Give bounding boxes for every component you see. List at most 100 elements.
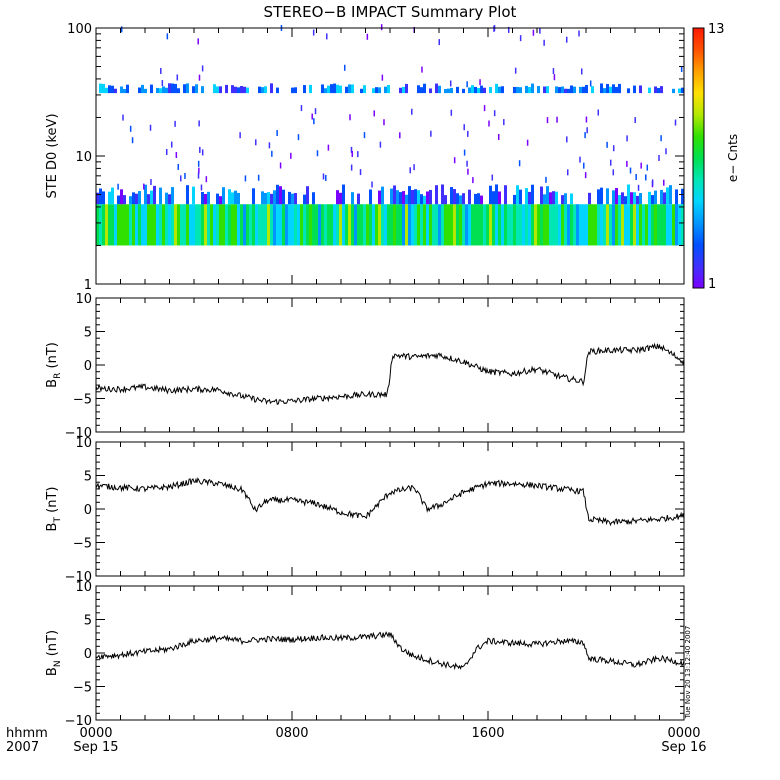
- spectrogram-cell: [519, 204, 522, 246]
- spectrogram-cell: [402, 86, 405, 94]
- spectrogram-cell: [342, 184, 345, 205]
- spectrogram-hit: [290, 152, 292, 159]
- spectrogram-cell: [543, 86, 546, 94]
- spectrogram-hit: [197, 172, 200, 179]
- spectrogram-cell: [405, 83, 408, 94]
- panel-ytick-label: 0: [84, 359, 92, 374]
- spectrogram-cell: [612, 204, 615, 246]
- spectrogram-hit: [312, 29, 315, 36]
- spectrogram-cell: [453, 189, 456, 205]
- spectrogram-cell: [210, 204, 213, 246]
- spectrogram-cell: [420, 194, 423, 205]
- spectrogram-cell: [381, 186, 384, 205]
- spectrogram-cell: [336, 190, 339, 205]
- spectrogram-cell: [195, 84, 198, 94]
- spectrogram-cell: [558, 87, 561, 94]
- spectrogram-hit: [184, 172, 186, 179]
- spectrogram-cell: [441, 184, 444, 205]
- spectrogram-cell: [327, 204, 330, 246]
- spectrogram-cell: [279, 186, 282, 205]
- spectrogram-cell: [150, 204, 153, 246]
- spectrogram-cell: [360, 204, 363, 246]
- spectrogram-cell: [471, 204, 474, 246]
- spectrogram-cell: [609, 204, 612, 246]
- spectrogram-cell: [153, 204, 156, 246]
- spectrogram-cell: [303, 194, 306, 205]
- spectrogram-cell: [516, 185, 519, 205]
- spectrogram-hit: [311, 113, 313, 120]
- spectrogram-hit: [580, 68, 583, 75]
- spectrogram-cell: [477, 204, 480, 246]
- spectrogram-cell: [648, 191, 651, 205]
- field-trace: [95, 342, 685, 406]
- colorbar-label: e− Cnts: [726, 134, 740, 182]
- spectrogram-hit: [197, 38, 199, 45]
- spectrogram-cell: [579, 204, 582, 246]
- spectrogram-cell: [108, 204, 111, 246]
- spectrogram-cell: [474, 193, 477, 205]
- spectrogram-hit: [526, 139, 529, 146]
- spectrogram-cell: [570, 204, 573, 246]
- spectrogram-cell: [213, 84, 216, 94]
- spectrogram-cell: [186, 185, 189, 205]
- spectrogram-hit: [379, 141, 382, 148]
- spectrogram-cell: [663, 192, 666, 205]
- spectrogram-hit: [665, 148, 667, 155]
- spectrogram-hit: [606, 141, 608, 148]
- spectrogram-cell: [438, 204, 441, 246]
- spectrogram-cell: [231, 192, 234, 205]
- spectrogram-cell: [270, 83, 273, 94]
- spectrogram-cell: [471, 85, 474, 94]
- spectrogram-cell: [651, 204, 654, 246]
- spectrogram-hit: [413, 164, 415, 171]
- spectrogram-cell: [492, 191, 495, 205]
- spectrogram-cell: [198, 204, 201, 246]
- spectrogram-cell: [540, 204, 543, 246]
- spectrogram-cell: [345, 86, 348, 94]
- spectrogram-cell: [96, 192, 99, 205]
- spectrogram-cell: [117, 195, 120, 205]
- spectrogram-cell: [384, 86, 387, 94]
- spectrogram-cell: [333, 204, 336, 246]
- spectrogram-cell: [234, 86, 237, 94]
- spectrogram-cell: [624, 204, 627, 246]
- spectrogram-hit: [466, 81, 468, 88]
- spectrogram-cell: [336, 84, 339, 94]
- spectrogram-cell: [462, 88, 465, 94]
- spectrogram-cell: [261, 87, 264, 94]
- spectrogram-cell: [144, 204, 147, 246]
- spectrogram-hit: [626, 135, 628, 142]
- spectrogram-cell: [207, 191, 210, 205]
- spectrogram-cell: [393, 204, 396, 246]
- spectrogram-hit: [120, 26, 123, 33]
- spectrogram-cell: [474, 86, 477, 94]
- spectrogram-cell: [354, 204, 357, 246]
- spectrogram-cell: [501, 204, 504, 246]
- spectrogram-cell: [267, 192, 270, 205]
- spectrogram-hit: [488, 120, 490, 127]
- spectrogram-hit: [326, 33, 328, 40]
- panel-ytick-label: 10: [75, 292, 92, 307]
- spectrogram-hit: [411, 108, 413, 115]
- spectrogram-cell: [408, 204, 411, 246]
- colorbar-gradient: [692, 27, 705, 289]
- spectrogram-cell: [183, 84, 186, 94]
- spectrogram-cell: [600, 204, 603, 246]
- spectrogram-hit: [129, 125, 132, 132]
- spectrogram-cell: [417, 190, 420, 205]
- spectrogram-cell: [552, 191, 555, 205]
- spectrogram-hit: [552, 68, 555, 75]
- spectrogram-hit: [566, 169, 569, 176]
- spectrogram-cell: [615, 188, 618, 205]
- spectrogram-cell: [291, 204, 294, 246]
- spectrogram-cell: [678, 88, 681, 94]
- timestamp-label: Tue Nov 20 13:12:40 2007: [684, 626, 692, 720]
- spectrogram-cell: [378, 204, 381, 246]
- spectrogram-cell: [480, 85, 483, 94]
- spectrogram-cell: [603, 88, 606, 94]
- spectrogram-cell: [405, 194, 408, 205]
- spectrogram-cell: [216, 86, 219, 94]
- spectrogram-cell: [291, 87, 294, 94]
- spectrogram-cell: [111, 85, 114, 94]
